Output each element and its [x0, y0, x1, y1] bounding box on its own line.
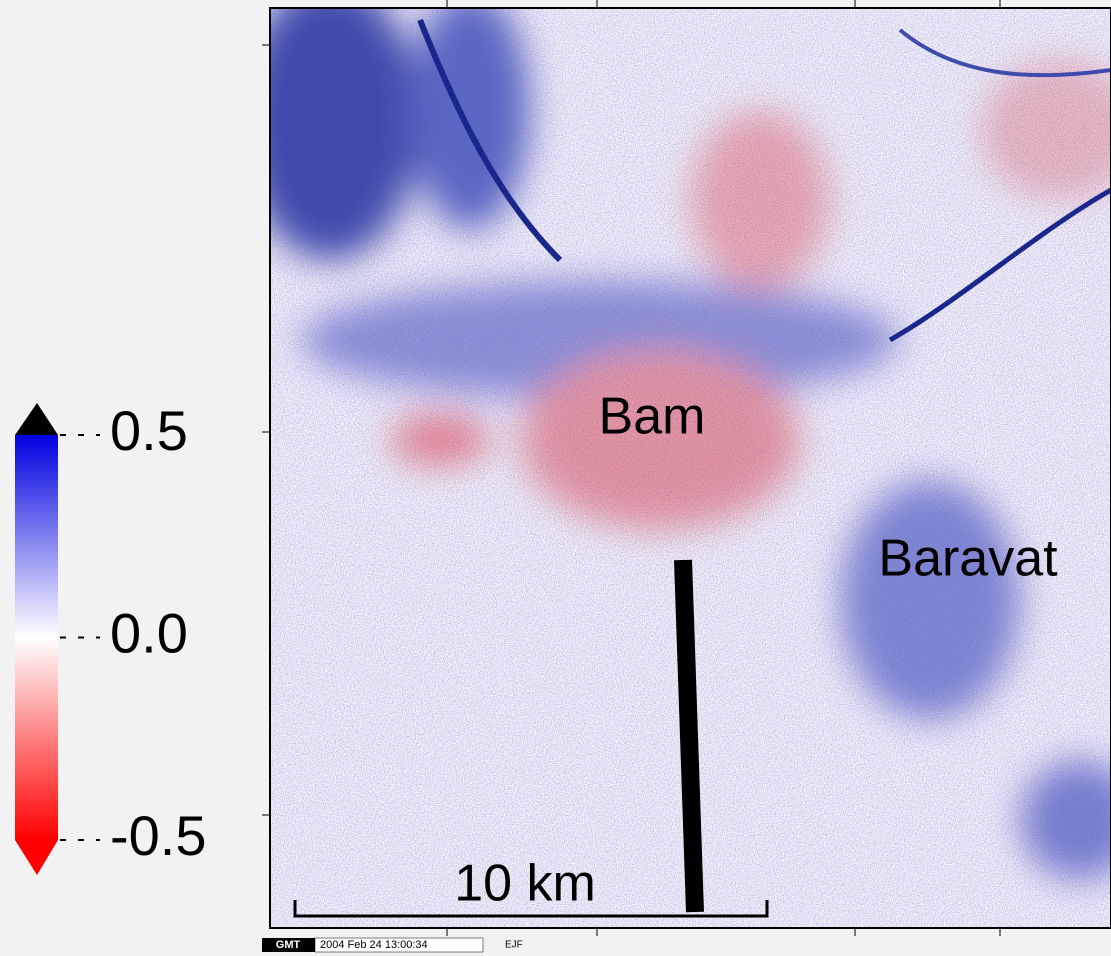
sar-image: [270, 8, 1111, 928]
place-label: Bam: [599, 388, 706, 446]
colorbar-lower-cap: [15, 840, 58, 875]
colorbar-tick-label: -0.5: [110, 804, 207, 867]
map-frame: [269, 7, 1111, 929]
footer-logo: GMT: [276, 939, 301, 951]
footer-stamp-box: [314, 937, 484, 953]
footer-logo-box: [262, 938, 315, 952]
scale-bar: [293, 900, 769, 918]
footer-timestamp: 2004 Feb 24 13:00:34: [320, 939, 428, 951]
frame-ticks: [262, 0, 1001, 936]
scale-bar-label: 10 km: [454, 855, 596, 913]
colorbar-upper-cap: [15, 403, 58, 435]
colorbar-tick-label: 0.5: [110, 399, 188, 462]
colorbar-tick-label: 0.0: [110, 601, 188, 664]
place-label: Baravat: [878, 530, 1058, 588]
fault-line: [674, 559, 704, 913]
colorbar: [15, 435, 58, 840]
footer-author: EJF: [505, 940, 523, 951]
